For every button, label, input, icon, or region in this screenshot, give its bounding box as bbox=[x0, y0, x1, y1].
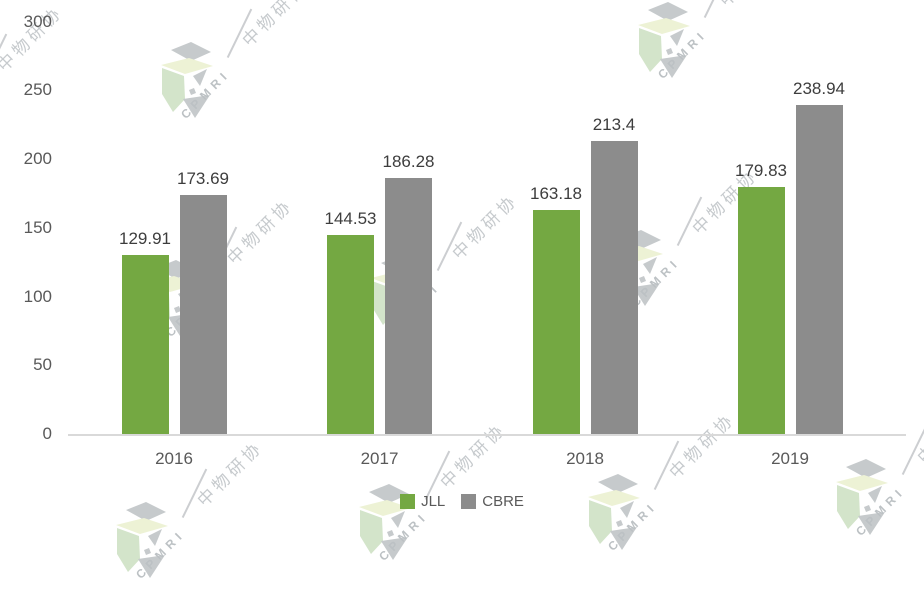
bar-jll-2019 bbox=[737, 186, 785, 434]
legend-item-cbre: CBRE bbox=[461, 493, 524, 510]
legend-swatch-jll bbox=[400, 493, 416, 509]
bar-jll-2017 bbox=[327, 235, 374, 434]
watermark-chinese-text: 中物研协 bbox=[913, 394, 924, 468]
bar-cbre-2019 bbox=[795, 105, 843, 434]
bar-value-label: 179.83 bbox=[735, 160, 787, 180]
y-axis-tick-label: 150 bbox=[23, 217, 52, 237]
y-axis-tick-label: 100 bbox=[23, 286, 52, 306]
cpmri-logo-icon bbox=[116, 502, 168, 578]
watermark-divider bbox=[226, 8, 253, 59]
watermark-cpmri-text: CPMRI bbox=[655, 26, 711, 82]
bar-value-label: 173.69 bbox=[177, 169, 229, 189]
watermark-cpmri-text: CPMRI bbox=[853, 483, 909, 539]
legend-label: JLL bbox=[421, 492, 446, 510]
x-axis-category-label: 2019 bbox=[771, 449, 809, 468]
cpmri-logo-icon bbox=[161, 42, 213, 118]
bar-value-label: 163.18 bbox=[530, 183, 582, 203]
watermark-cpmri-text: CPMRI bbox=[133, 526, 189, 582]
watermark-cpmri-text: CPMRI bbox=[178, 66, 234, 122]
legend-label: CBRE bbox=[482, 492, 524, 510]
watermark-divider bbox=[0, 33, 8, 84]
y-axis-tick-label: 50 bbox=[33, 355, 52, 375]
watermark-divider bbox=[676, 196, 703, 247]
y-axis-tick-label: 0 bbox=[42, 424, 52, 443]
bar-jll-2018 bbox=[532, 209, 580, 434]
watermark-chinese-text: 中物研协 bbox=[712, 0, 789, 11]
watermark-chinese-text: 中物研协 bbox=[436, 419, 510, 493]
x-axis-category-label: 2016 bbox=[155, 449, 193, 468]
x-axis-line bbox=[68, 434, 906, 436]
legend: JLL CBRE bbox=[0, 491, 924, 511]
legend-swatch-cbre bbox=[461, 493, 477, 509]
cpmri-logo-icon bbox=[588, 474, 640, 550]
x-axis-category-label: 2018 bbox=[566, 449, 604, 468]
bar-value-label: 213.4 bbox=[592, 114, 636, 134]
y-axis-tick-label: 250 bbox=[23, 80, 52, 100]
bar-value-label: 238.94 bbox=[793, 79, 845, 99]
bar-value-label: 144.53 bbox=[324, 209, 377, 229]
bar-value-label: 186.28 bbox=[382, 151, 435, 171]
bar-value-label: 129.91 bbox=[119, 229, 171, 249]
watermark-divider bbox=[653, 440, 680, 491]
y-axis-tick-label: 200 bbox=[23, 149, 52, 168]
watermark-chinese-text: 中物研协 bbox=[238, 0, 312, 51]
watermark-divider bbox=[436, 221, 463, 272]
y-axis-tick-label: 300 bbox=[23, 11, 52, 31]
x-axis-category-label: 2017 bbox=[360, 449, 399, 468]
watermark-chinese-text: 中物研协 bbox=[665, 409, 739, 483]
legend-item-jll: JLL bbox=[400, 493, 445, 510]
watermark-cpmri-text: CPMRI bbox=[376, 508, 432, 564]
watermark-chinese-text: 中物研协 bbox=[223, 195, 297, 269]
watermark-divider bbox=[703, 0, 730, 19]
cpmri-logo-icon bbox=[638, 2, 690, 78]
bar-jll-2016 bbox=[121, 255, 169, 434]
